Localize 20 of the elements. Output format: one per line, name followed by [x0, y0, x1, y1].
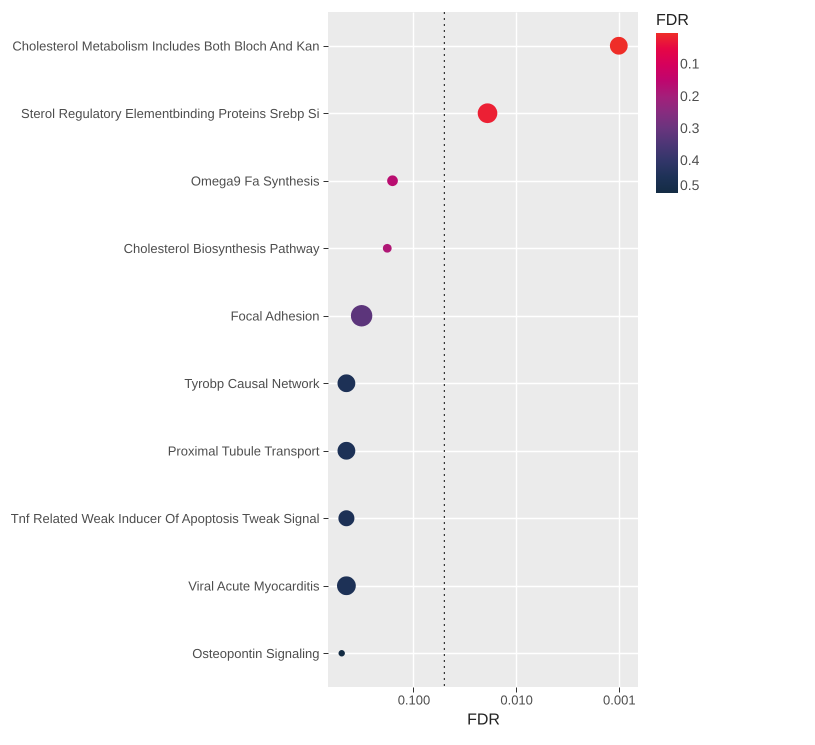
y-tick-label: Proximal Tubule Transport: [168, 443, 320, 458]
y-tick-label: Viral Acute Myocarditis: [188, 578, 320, 594]
y-tick-label: Cholesterol Metabolism Includes Both Bloch And Kan: [12, 38, 320, 54]
y-tick-label: Cholesterol Biosynthesis Pathway: [124, 240, 320, 256]
color-bar-label: 0.4: [680, 152, 700, 168]
color-bar-label: 0.1: [680, 56, 700, 72]
x-tick-label: 0.100: [398, 692, 430, 708]
color-bar-label: 0.5: [680, 177, 700, 193]
color-bar-label: 0.2: [680, 88, 700, 104]
y-tick-label: Omega9 Fa Synthesis: [190, 173, 320, 188]
x-tick-label: 0.010: [500, 692, 533, 708]
y-tick-label: Tyrobp Causal Network: [184, 376, 320, 391]
y-tick-label: Sterol Regulatory Elementbinding Proteins Srebp Si: [21, 106, 320, 121]
x-tick-label: 0.001: [603, 692, 636, 708]
y-tick-label: Tnf Related Weak Inducer Of Apoptosis Tweak Signal: [10, 510, 320, 526]
x-axis-title: FDR: [467, 712, 500, 728]
y-tick-label: Focal Adhesion: [230, 308, 320, 324]
color-bar-title: FDR: [656, 12, 689, 29]
y-tick-label: Osteopontin Signaling: [192, 646, 320, 661]
color-bar-label: 0.3: [680, 120, 700, 136]
